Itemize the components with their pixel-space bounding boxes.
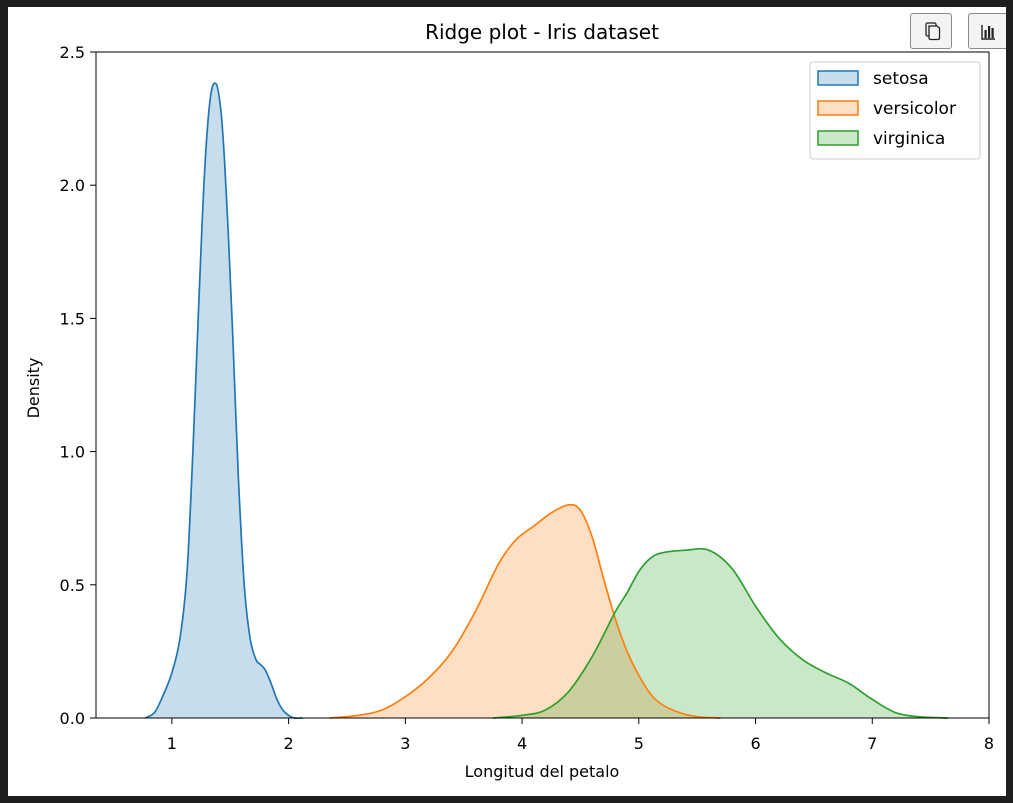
x-axis-label: Longitud del petalo bbox=[465, 762, 620, 781]
chart-button[interactable] bbox=[968, 13, 1006, 49]
legend-label-versicolor: versicolor bbox=[873, 99, 956, 119]
density-fill-setosa bbox=[145, 83, 303, 719]
ridge-plot-chart: 1 2 3 4 5 6 7 8 0.0 0.5 1.0 1.5 2.0 2.5 Ridge plot -… bbox=[24, 20, 994, 781]
x-tick-label: 5 bbox=[634, 734, 644, 753]
density-fill-virginica bbox=[492, 548, 949, 718]
legend-label-virginica: virginica bbox=[873, 129, 945, 149]
legend-swatch-setosa bbox=[817, 70, 859, 86]
density-line-setosa bbox=[144, 82, 303, 720]
legend-swatch-versicolor bbox=[817, 100, 859, 116]
x-tick-label: 7 bbox=[867, 734, 877, 753]
chart-title: Ridge plot - Iris dataset bbox=[425, 20, 659, 44]
figure-frame: 1 2 3 4 5 6 7 8 0.0 0.5 1.0 1.5 2.0 2.5 Ridge plot -… bbox=[8, 7, 1006, 796]
bar-chart-icon bbox=[981, 25, 995, 40]
x-tick-label: 8 bbox=[984, 734, 994, 753]
legend-label-setosa: setosa bbox=[873, 69, 929, 89]
x-tick-label: 4 bbox=[517, 734, 527, 753]
y-tick-label: 0.0 bbox=[60, 709, 85, 728]
x-tick-label: 1 bbox=[167, 734, 177, 753]
plot-area-frame bbox=[95, 51, 990, 719]
y-tick-label: 1.5 bbox=[60, 309, 85, 328]
x-tick-label: 2 bbox=[284, 734, 294, 753]
x-tick-label: 3 bbox=[400, 734, 410, 753]
y-tick-label: 2.0 bbox=[60, 176, 85, 195]
copy-icon bbox=[925, 22, 941, 41]
y-tick-label: 2.5 bbox=[60, 43, 85, 62]
y-tick-label: 1.0 bbox=[60, 443, 85, 462]
density-fill-versicolor bbox=[329, 504, 721, 718]
density-line-versicolor bbox=[329, 503, 721, 719]
y-axis-label: Density bbox=[24, 358, 43, 419]
copy-button[interactable] bbox=[910, 13, 952, 49]
legend-box bbox=[809, 61, 981, 160]
legend: setosa versicolor virginica bbox=[809, 61, 981, 160]
legend-swatch-virginica bbox=[817, 130, 859, 146]
y-tick-label: 0.5 bbox=[60, 576, 85, 595]
density-line-virginica bbox=[492, 547, 949, 719]
x-tick-label: 6 bbox=[750, 734, 760, 753]
